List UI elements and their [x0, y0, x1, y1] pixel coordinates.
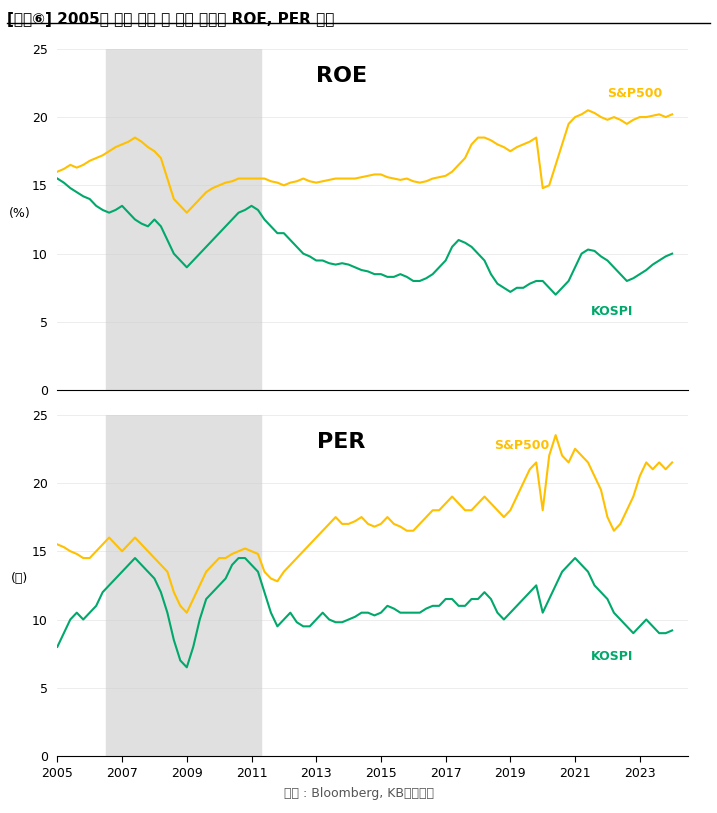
Text: ROE: ROE [315, 66, 367, 86]
Text: KOSPI: KOSPI [592, 305, 634, 318]
Text: S&P500: S&P500 [494, 439, 549, 452]
Bar [106, 49, 261, 390]
Text: [그림⑥] 2005년 이후 한국 및 미국 증시의 ROE, PER 추이: [그림⑥] 2005년 이후 한국 및 미국 증시의 ROE, PER 추이 [7, 12, 335, 27]
Text: PER: PER [317, 432, 366, 452]
Y-axis label: (배): (배) [11, 572, 28, 585]
Bar [106, 415, 261, 756]
Y-axis label: (%): (%) [9, 207, 30, 220]
Text: 자료 : Bloomberg, KB자산운용: 자료 : Bloomberg, KB자산운용 [283, 787, 434, 800]
Text: KOSPI: KOSPI [592, 650, 634, 663]
Text: S&P500: S&P500 [607, 86, 663, 99]
